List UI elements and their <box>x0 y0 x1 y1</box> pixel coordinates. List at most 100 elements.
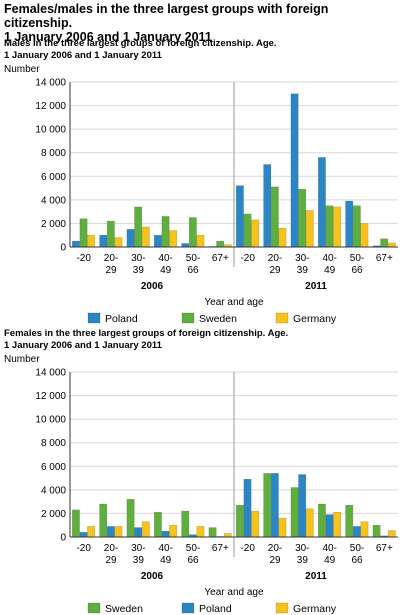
y-tick-label: 14 000 <box>35 78 66 89</box>
legend-swatch-poland <box>181 602 195 614</box>
bar-sweden-2011 <box>290 487 299 538</box>
bar-germany-2006 <box>87 526 96 538</box>
bar-poland-2011 <box>243 479 252 538</box>
bar-germany-2006 <box>114 237 123 248</box>
x-axis-label: Year and age <box>204 587 264 598</box>
x-tick-label: 40- <box>158 253 172 264</box>
legend-label-sweden: Sweden <box>105 603 143 615</box>
y-tick-label: 12 000 <box>35 391 66 402</box>
legend-swatch-poland <box>87 312 101 324</box>
bar-sweden-2006 <box>208 527 217 538</box>
page-title-line-2: 1 January 2006 and 1 January 2011 <box>4 30 212 44</box>
legend-label-poland: Poland <box>105 313 138 325</box>
x-tick-label: 29 <box>269 555 281 566</box>
bar-poland-2011 <box>263 164 272 248</box>
x-tick-label: 30- <box>295 253 309 264</box>
y-tick-label: 10 000 <box>35 415 66 426</box>
bar-sweden-2006 <box>134 206 143 248</box>
bar-sweden-2006 <box>216 240 225 248</box>
y-axis-label: Number <box>4 64 40 75</box>
y-tick-label: 4 000 <box>41 195 66 206</box>
bar-sweden-2006 <box>99 503 108 538</box>
bar-germany-2006 <box>114 526 123 538</box>
x-tick-label: 67+ <box>376 543 393 554</box>
bar-germany-2006 <box>223 533 232 538</box>
x-tick-label: 29 <box>105 555 117 566</box>
bar-poland-2011 <box>352 526 361 538</box>
x-tick-label: -20 <box>240 543 255 554</box>
bar-poland-2006 <box>161 530 170 538</box>
bar-poland-2011 <box>236 185 244 248</box>
x-tick-label: 50- <box>350 253 364 264</box>
bar-germany-2011 <box>387 242 396 248</box>
x-tick-label: 50- <box>350 543 364 554</box>
bar-poland-2006 <box>99 234 108 248</box>
females-chart: Females in the three largest groups of f… <box>4 328 398 615</box>
x-tick-label: 67+ <box>212 543 229 554</box>
page-title-line-1: Females/males in the three largest group… <box>4 2 329 30</box>
bar-poland-2006 <box>181 243 190 248</box>
x-tick-label: 66 <box>187 265 199 276</box>
bar-poland-2011 <box>345 200 354 248</box>
bar-germany-2006 <box>196 526 205 538</box>
legend-swatch-sweden <box>87 602 101 614</box>
bar-germany-2011 <box>333 206 342 248</box>
chart-title-line-1: Males in the three largest groups of for… <box>4 38 277 49</box>
y-tick-label: 0 <box>60 533 66 544</box>
y-tick-label: 2 000 <box>41 219 66 230</box>
x-tick-label: 66 <box>351 555 363 566</box>
x-tick-label: 40- <box>322 543 336 554</box>
bar-sweden-2006 <box>154 512 162 538</box>
bar-germany-2011 <box>305 508 314 538</box>
bar-germany-2011 <box>387 530 396 538</box>
x-tick-label: 49 <box>160 265 172 276</box>
bar-poland-2006 <box>126 229 135 248</box>
group-label-2011: 2011 <box>305 281 327 292</box>
x-tick-label: 39 <box>297 555 309 566</box>
x-tick-label: 49 <box>324 265 336 276</box>
x-tick-label: 39 <box>133 265 145 276</box>
bar-germany-2006 <box>169 230 178 248</box>
legend-label-germany: Germany <box>293 313 337 325</box>
bar-sweden-2011 <box>325 205 334 248</box>
x-tick-label: 39 <box>297 265 309 276</box>
x-tick-label: 40- <box>322 253 336 264</box>
group-label-2006: 2006 <box>141 281 164 292</box>
bar-sweden-2006 <box>188 217 197 248</box>
legend-swatch-germany <box>275 312 289 324</box>
bar-poland-2011 <box>270 473 279 538</box>
bar-poland-2011 <box>325 514 334 538</box>
x-tick-label: 20- <box>268 253 282 264</box>
x-tick-label: 49 <box>160 555 172 566</box>
x-tick-label: 50- <box>186 253 200 264</box>
bar-sweden-2006 <box>181 510 190 538</box>
x-axis-label: Year and age <box>204 297 264 308</box>
bar-sweden-2011 <box>380 238 389 248</box>
bar-germany-2006 <box>141 521 150 538</box>
x-tick-label: 29 <box>105 265 117 276</box>
bar-germany-2011 <box>278 517 287 538</box>
page-title: Females/males in the three largest group… <box>4 2 396 44</box>
x-tick-label: -20 <box>76 543 91 554</box>
y-tick-label: 4 000 <box>41 485 66 496</box>
x-tick-label: 30- <box>131 543 145 554</box>
y-tick-label: 8 000 <box>41 438 66 449</box>
bar-sweden-2011 <box>236 504 244 538</box>
y-tick-label: 0 <box>60 243 66 254</box>
bar-poland-2011 <box>298 474 307 538</box>
y-axis-label: Number <box>4 354 40 365</box>
males-chart: Males in the three largest groups of for… <box>4 38 398 325</box>
x-tick-label: 49 <box>324 555 336 566</box>
legend-swatch-germany <box>275 602 289 614</box>
bar-sweden-2011 <box>318 503 326 538</box>
x-tick-label: 29 <box>269 265 281 276</box>
bar-germany-2011 <box>360 223 369 248</box>
bar-poland-2011 <box>318 157 326 248</box>
bar-poland-2006 <box>154 234 162 248</box>
bar-germany-2006 <box>141 226 150 248</box>
x-tick-label: 67+ <box>212 253 229 264</box>
x-tick-label: 50- <box>186 543 200 554</box>
bar-sweden-2011 <box>345 504 354 538</box>
bar-sweden-2006 <box>161 216 170 248</box>
bar-sweden-2011 <box>372 524 381 538</box>
